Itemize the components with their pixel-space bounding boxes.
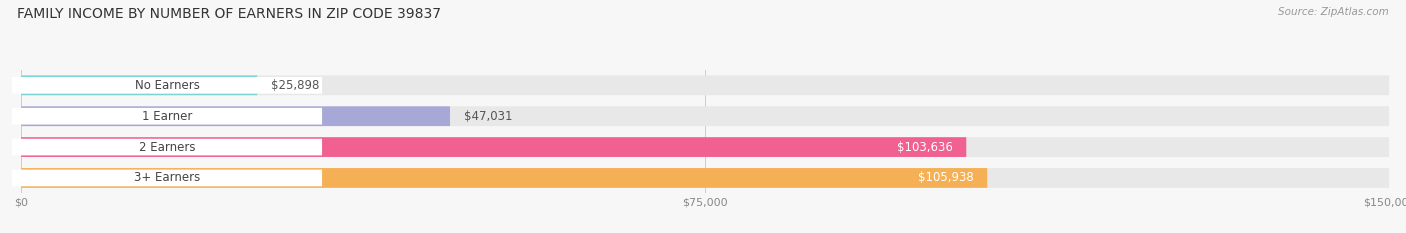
FancyBboxPatch shape [21,75,1389,95]
Text: $105,938: $105,938 [918,171,973,185]
FancyBboxPatch shape [21,106,1389,126]
FancyBboxPatch shape [21,75,257,95]
Text: 1 Earner: 1 Earner [142,110,193,123]
Text: $47,031: $47,031 [464,110,512,123]
FancyBboxPatch shape [21,168,1389,188]
FancyBboxPatch shape [21,106,450,126]
FancyBboxPatch shape [21,137,1389,157]
Text: Source: ZipAtlas.com: Source: ZipAtlas.com [1278,7,1389,17]
FancyBboxPatch shape [13,139,322,155]
FancyBboxPatch shape [13,77,322,94]
Text: $103,636: $103,636 [897,140,953,154]
FancyBboxPatch shape [21,137,966,157]
FancyBboxPatch shape [13,108,322,125]
Text: No Earners: No Earners [135,79,200,92]
Text: 2 Earners: 2 Earners [139,140,195,154]
Text: FAMILY INCOME BY NUMBER OF EARNERS IN ZIP CODE 39837: FAMILY INCOME BY NUMBER OF EARNERS IN ZI… [17,7,441,21]
Text: $25,898: $25,898 [271,79,319,92]
Text: 3+ Earners: 3+ Earners [134,171,200,185]
FancyBboxPatch shape [13,170,322,186]
FancyBboxPatch shape [21,168,987,188]
